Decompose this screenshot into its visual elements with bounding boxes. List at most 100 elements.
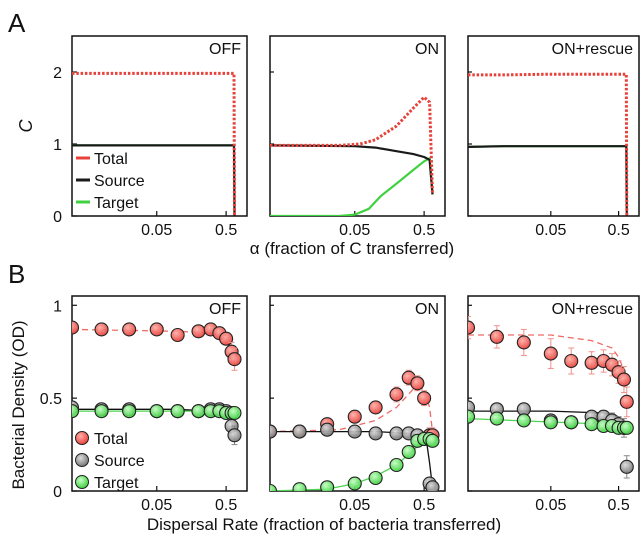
panel-b-2-point-target	[292, 482, 307, 491]
panel-b-1-point-target	[191, 404, 206, 419]
panel-b-3-point-target	[468, 409, 476, 424]
panel-a-1-frame	[71, 35, 248, 217]
panel-a-3-xtick-label: 0.5	[607, 222, 629, 239]
panel-b-xlabel: Dispersal Rate (fraction of bacteria tra…	[147, 515, 501, 534]
panel-b-3-point-target	[564, 415, 579, 430]
panel-b-2-title: ON	[415, 301, 439, 318]
panel-b-3-point-target	[516, 413, 531, 428]
panel-b-1-xtick-label: 0.5	[215, 497, 237, 514]
panel-a-1-subplot: OFF 0 1 2 0.05 0.5 Total Source Target	[53, 35, 248, 239]
panel-b-3-point-total	[489, 329, 504, 344]
panel-b-3-point-target	[619, 420, 634, 435]
panel-b-3-data	[468, 315, 634, 479]
panel-a-1-legend-label-source: Source	[94, 173, 145, 190]
panel-b-ylabel: Bacterial Density (OD)	[9, 320, 28, 489]
panel-b-1-subplot: OFF 0 0.5 1 0.05 0.5 Total Source Target	[40, 295, 248, 514]
panel-a-1-series-total	[72, 71, 236, 216]
panel-b-3-point-total	[468, 320, 476, 335]
panel-b-1-legend-swatch-target	[75, 475, 89, 489]
panel-a-1-title: OFF	[209, 41, 241, 58]
panel-a-3-series-source	[468, 145, 628, 216]
panel-b-1-point-total	[170, 327, 185, 343]
panel-a-2-subplot: ON 0.05 0.5	[269, 35, 446, 239]
panel-b-1-ytick-label: 1	[53, 298, 62, 315]
panel-b-1-point-total	[191, 324, 206, 339]
panel-b-2-fit-total	[270, 388, 434, 433]
panel-b-2-point-total	[368, 400, 383, 415]
panel-b-3-point-target	[543, 415, 558, 430]
panel-b-1-point-target	[122, 404, 137, 419]
panel-b-3-point-total	[564, 353, 579, 369]
panel-b-1-point-target	[94, 404, 109, 419]
panel-b-3-subplot: ON+rescue 0.05 0.5	[467, 295, 640, 514]
panel-a-1-legend-label-total: Total	[94, 151, 128, 168]
panel-a-3-title: ON+rescue	[552, 41, 633, 58]
panel-a-3-xtick-label: 0.05	[535, 222, 566, 239]
panel-b-2-xtick-label: 0.5	[413, 497, 435, 514]
panel-b-1-legend-label-total: Total	[94, 431, 128, 448]
panel-b-2-point-source	[292, 424, 307, 439]
panel-a-3-frame	[467, 35, 640, 217]
panel-b-3-point-total	[619, 394, 634, 409]
panel-a-1-xtick-label: 0.5	[215, 222, 237, 239]
panel-a-1-legend-label-target: Target	[94, 195, 139, 212]
panel-b-1-legend-swatch-source	[75, 453, 89, 467]
panel-b-3-point-source	[619, 459, 634, 474]
panel-a-2-frame	[269, 35, 446, 217]
panel-b-2-point-source	[320, 422, 335, 437]
panel-b-2-point-source	[368, 426, 383, 441]
panel-b-3-point-target	[584, 417, 599, 432]
panel-a-2-series-total	[270, 95, 434, 195]
panel-b-3-xtick-label: 0.05	[535, 497, 566, 514]
panel-a-3-subplot: ON+rescue 0.05 0.5	[467, 35, 640, 239]
panel-b-3-title: ON+rescue	[552, 301, 633, 318]
panel-b-2-point-source	[347, 424, 362, 439]
panel-b-1-xtick-label: 0.05	[141, 497, 172, 514]
panel-a-1-ytick-label: 1	[53, 137, 62, 154]
panel-b-1-ytick-label: 0.5	[40, 391, 62, 408]
panel-a-1-data	[72, 71, 236, 216]
panel-a-1-ytick-label: 0	[53, 209, 62, 226]
panel-b-1-point-total	[219, 331, 234, 346]
panel-letter-a: A	[8, 8, 26, 38]
panel-b-2-point-target	[425, 433, 440, 448]
panel-b-3-point-total	[516, 335, 531, 350]
panel-a-1-ytick-label: 2	[53, 65, 62, 82]
panel-b-3-xtick-label: 0.5	[607, 497, 629, 514]
panel-b-2-point-target	[320, 480, 335, 491]
panel-b-1-point-source	[227, 428, 242, 443]
panel-b-2-point-source	[389, 426, 404, 441]
panel-b-2-point-source	[270, 424, 278, 439]
panel-a-3-series-total	[468, 72, 629, 216]
panel-b-1-legend-label-source: Source	[94, 453, 145, 470]
panel-b-2-point-total	[417, 391, 432, 406]
panel-b-2-point-source	[425, 480, 440, 491]
panel-letter-b: B	[8, 259, 25, 289]
panel-b-2-point-target	[401, 444, 416, 460]
panel-a-2-series-source	[270, 144, 434, 195]
panel-b-1-point-total	[149, 322, 164, 337]
panel-b-2-xtick-label: 0.05	[339, 497, 370, 514]
panel-b-1-data	[72, 320, 242, 446]
panel-b-2-point-target	[270, 483, 278, 491]
panel-a-1-xtick-label: 0.05	[141, 222, 172, 239]
panel-b-1-point-target	[227, 405, 242, 421]
panel-b-1-point-target	[170, 404, 185, 419]
panel-a-3-data	[468, 72, 629, 216]
panel-b-3-point-total	[584, 355, 599, 370]
panel-a-xlabel: α (fraction of C transferred)	[250, 239, 454, 258]
panel-a-2-xtick-label: 0.5	[413, 222, 435, 239]
panel-b-3-point-total	[616, 372, 632, 387]
panel-b-1-point-total	[94, 322, 109, 337]
panel-a-2-title: ON	[415, 41, 439, 58]
panel-a-2-xtick-label: 0.05	[339, 222, 370, 239]
panel-b-1-ytick-label: 0	[53, 484, 62, 501]
panel-b-1-frame	[71, 295, 248, 492]
panel-b-1-point-target	[149, 404, 164, 419]
panel-b-2-point-total	[410, 376, 425, 391]
panel-b-2-point-total	[347, 409, 362, 424]
panel-a-2-data	[270, 95, 434, 216]
panel-b-3-frame	[467, 295, 640, 492]
panel-b-1-point-total	[227, 352, 242, 367]
